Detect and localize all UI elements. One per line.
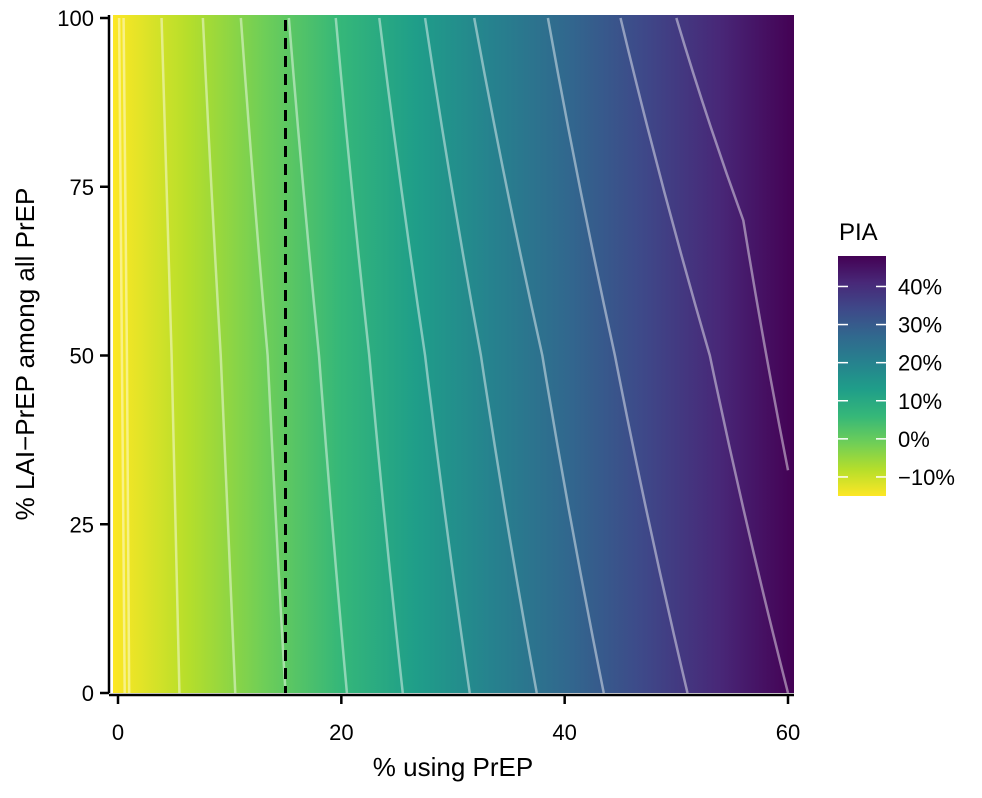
y-axis-title: % LAI−PrEP among all PrEP [10,188,40,521]
contour-line [239,17,287,693]
x-tick-label: 60 [776,720,800,745]
legend-tick-label: 0% [898,427,930,452]
axis-ticks: 0 20 40 60 0 25 50 75 100 [57,6,800,745]
y-tick-label: 0 [82,681,94,706]
y-tick-label: 75 [70,175,94,200]
x-tick-label: 0 [112,720,124,745]
y-tick-label: 50 [70,344,94,369]
x-tick-label: 40 [552,720,576,745]
y-tick-label: 100 [57,6,94,31]
contour-line [117,17,126,693]
x-tick-label: 20 [329,720,353,745]
legend-colorbar [838,256,886,496]
legend-tick-label: 40% [898,274,942,299]
contour-line [472,17,605,693]
contour-line [287,17,349,693]
x-axis-title: % using PrEP [373,752,533,782]
contour-line [378,17,471,693]
contour-line [675,17,790,471]
contour-line [122,17,131,693]
legend-tick-label: 30% [898,313,942,338]
contour-line [201,17,237,693]
legend-tick-label: −10% [898,465,955,490]
legend-tick-label: 10% [898,389,942,414]
y-tick-label: 25 [70,512,94,537]
contour-line [423,17,538,693]
legend-tick-label: 20% [898,351,942,376]
contour-line [619,17,790,693]
color-legend: PIA −10% 0% 10% 20% 30% 40% [838,219,955,496]
heatmap-fill [113,15,794,693]
legend-ticks: −10% 0% 10% 20% 30% 40% [838,274,955,490]
contour-lines [117,17,790,693]
contour-line [160,17,181,693]
contour-line [334,17,404,693]
legend-title: PIA [839,219,878,246]
contour-line [546,17,689,693]
